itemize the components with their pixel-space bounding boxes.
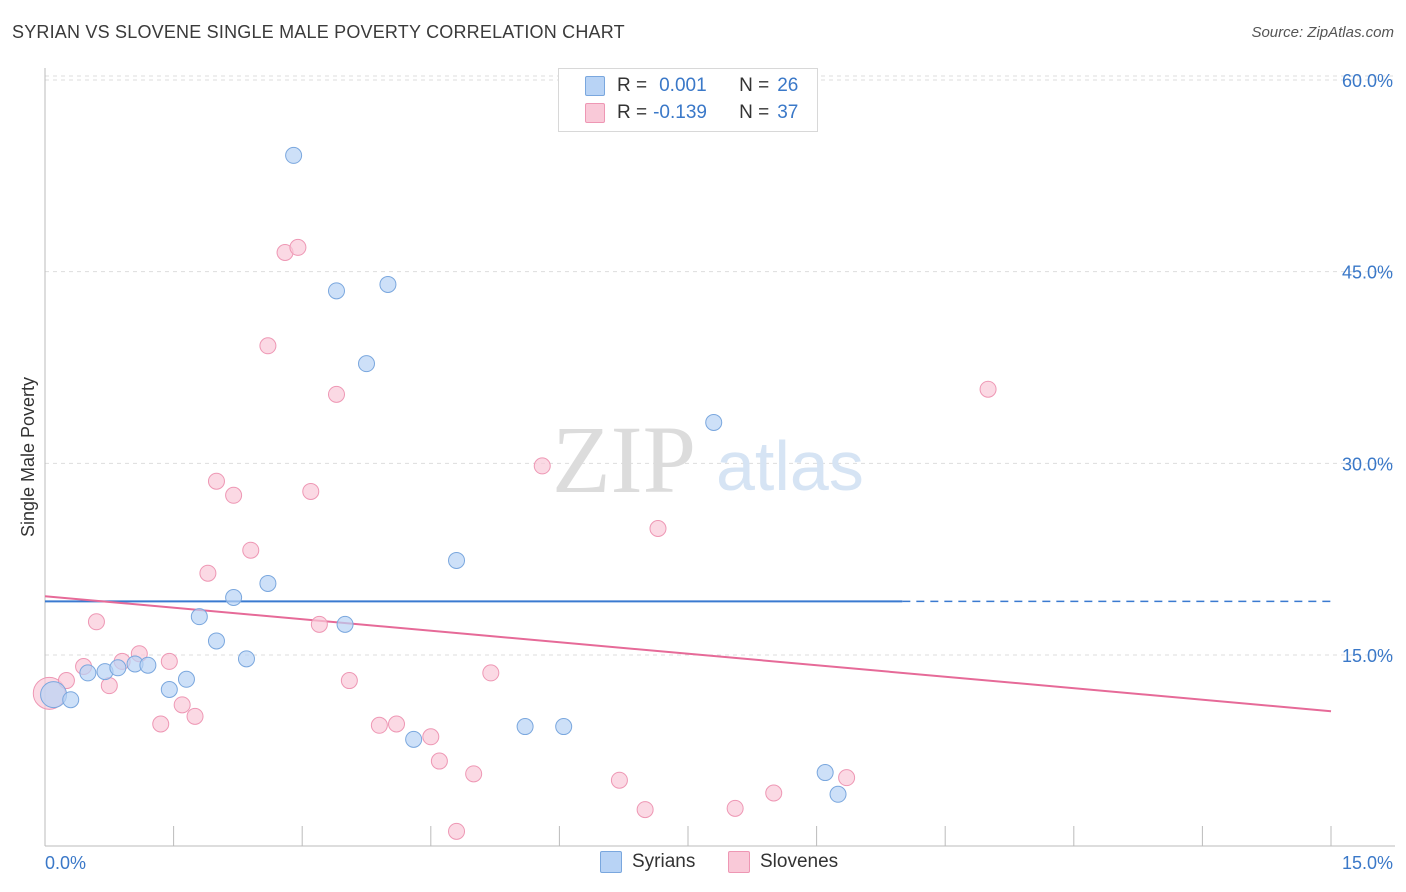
point-slovenes	[430, 752, 448, 770]
point-slovenes	[610, 771, 628, 789]
point-syrians	[237, 650, 255, 668]
legend-n-value: 26	[777, 75, 799, 96]
legend-r-value: 0.001	[659, 75, 707, 96]
grid-layer	[45, 75, 1395, 656]
trend-layer	[44, 595, 1332, 713]
point-slovenes	[979, 380, 997, 398]
point-slovenes	[310, 615, 328, 633]
correlation-legend: R = 0.001 N = 26 R = -0.139 N = 37	[558, 68, 818, 132]
swatch-slovenes	[728, 851, 750, 873]
watermark: ZIP atlas	[552, 406, 864, 513]
legend-label-slovenes: Slovenes	[760, 851, 839, 872]
point-slovenes	[199, 564, 217, 582]
point-slovenes	[465, 765, 483, 783]
point-syrians	[79, 664, 97, 682]
point-syrians	[358, 355, 375, 373]
legend-r-label: R =	[617, 102, 648, 123]
point-slovenes	[207, 472, 225, 490]
legend-row-syrians: R = 0.001 N = 26	[585, 74, 798, 98]
point-slovenes	[533, 457, 551, 475]
point-syrians	[62, 691, 80, 709]
point-slovenes	[388, 715, 406, 733]
legend-n-label: N =	[739, 102, 770, 123]
point-syrians	[336, 615, 354, 633]
point-syrians	[705, 413, 723, 431]
legend-n-value: 37	[777, 102, 799, 123]
point-syrians	[816, 764, 834, 782]
point-slovenes	[422, 728, 440, 746]
legend-n-label: N =	[739, 75, 770, 96]
label-layer: 15.0% 30.0% 45.0% 60.0% 0.0% 15.0%	[45, 71, 1393, 873]
point-syrians	[405, 730, 423, 748]
point-syrians	[177, 670, 195, 688]
point-slovenes	[448, 822, 466, 840]
point-slovenes	[649, 520, 667, 537]
legend-r-value: -0.139	[653, 102, 707, 123]
point-slovenes	[160, 652, 178, 670]
source-label: Source: ZipAtlas.com	[1251, 24, 1394, 41]
point-syrians	[139, 656, 157, 674]
y-tick-label: 60.0%	[1342, 71, 1393, 91]
point-slovenes	[327, 385, 345, 403]
point-slovenes	[636, 801, 654, 819]
point-syrians	[190, 608, 208, 626]
point-syrians	[285, 146, 303, 164]
point-syrians	[40, 681, 68, 709]
point-syrians	[379, 275, 397, 293]
point-slovenes	[482, 664, 500, 682]
y-tick-label: 15.0%	[1342, 646, 1393, 666]
point-slovenes	[242, 541, 260, 559]
legend-swatch-slovenes	[585, 103, 605, 123]
legend-r-label: R =	[617, 75, 648, 96]
x-tick-label: 0.0%	[45, 853, 86, 873]
point-syrians	[225, 589, 243, 606]
bottom-legend-syrians[interactable]: Syrians	[600, 851, 695, 873]
point-slovenes	[302, 482, 320, 500]
point-slovenes	[259, 337, 277, 355]
point-syrians	[327, 282, 345, 300]
point-slovenes	[289, 238, 307, 256]
bottom-legend-slovenes[interactable]: Slovenes	[728, 851, 838, 873]
point-slovenes	[173, 696, 191, 714]
point-syrians	[160, 681, 178, 698]
point-slovenes	[152, 715, 170, 733]
point-slovenes	[838, 769, 856, 787]
points-layer	[32, 146, 997, 840]
point-slovenes	[225, 486, 243, 504]
point-syrians	[555, 718, 573, 736]
point-slovenes	[100, 677, 118, 695]
watermark-zip: ZIP	[552, 406, 696, 513]
x-tick-label: 15.0%	[1342, 853, 1393, 873]
legend-swatch-syrians	[585, 76, 605, 96]
swatch-syrians	[600, 851, 622, 873]
point-syrians	[829, 785, 847, 803]
legend-row-slovenes: R = -0.139 N = 37	[585, 101, 798, 125]
point-slovenes	[186, 707, 204, 725]
point-syrians	[516, 718, 534, 736]
axis-layer	[44, 68, 1395, 847]
y-tick-label: 30.0%	[1342, 454, 1393, 474]
y-tick-label: 45.0%	[1342, 263, 1393, 283]
chart-title: SYRIAN VS SLOVENE SINGLE MALE POVERTY CO…	[12, 22, 625, 42]
trendline-slovenes	[44, 595, 1332, 713]
point-syrians	[109, 659, 127, 677]
watermark-atlas: atlas	[716, 427, 864, 505]
point-slovenes	[726, 799, 744, 817]
point-slovenes	[765, 784, 783, 802]
point-syrians	[207, 632, 225, 650]
point-syrians	[448, 551, 466, 569]
y-axis-label: Single Male Poverty	[18, 377, 38, 537]
point-slovenes	[340, 672, 358, 690]
point-slovenes	[370, 716, 388, 734]
point-slovenes	[87, 613, 105, 631]
legend-label-syrians: Syrians	[632, 851, 696, 872]
point-syrians	[259, 574, 277, 592]
